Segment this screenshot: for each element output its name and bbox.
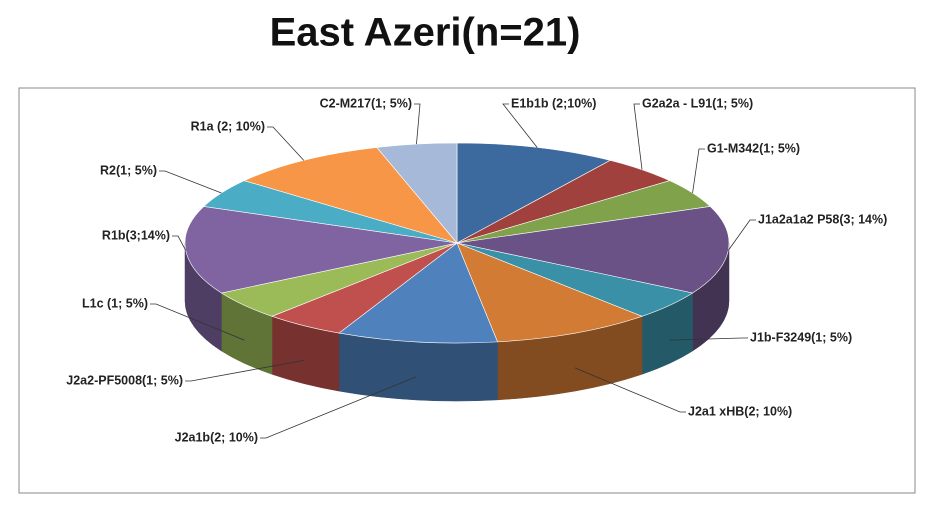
leader-line: [150, 303, 245, 341]
data-label: G1-M342(1; 5%): [707, 141, 800, 155]
data-label: J2a2-PF5008(1; 5%): [66, 373, 183, 387]
leader-line: [633, 103, 643, 170]
leader-line: [414, 103, 421, 145]
pie-slice: [456, 242, 643, 343]
data-label: G2a2a - L91(1; 5%): [642, 96, 753, 110]
leader-line: [574, 367, 686, 413]
leader-line: [260, 376, 417, 439]
leader-line: [692, 148, 705, 194]
data-label: J2a1b(2; 10%): [175, 430, 258, 444]
leader-line: [502, 103, 538, 148]
data-label: J1a2a1a2 P58(3; 14%): [758, 212, 887, 226]
data-label: L1c (1; 5%): [82, 296, 148, 310]
data-label: E1b1b (2;10%): [511, 96, 596, 110]
pie-side: [338, 332, 498, 402]
leader-line: [669, 337, 748, 341]
leader-line: [267, 126, 305, 161]
leader-line: [185, 360, 304, 382]
leader-line: [159, 170, 222, 194]
chart-title: East Azeri(n=21): [270, 11, 581, 55]
pie-slice: [376, 142, 458, 244]
data-label: C2-M217(1; 5%): [320, 96, 412, 110]
leader-line: [172, 235, 187, 251]
data-label: R1a (2; 10%): [191, 119, 265, 133]
leader-line: [727, 219, 756, 251]
data-label: J2a1 xHB(2; 10%): [688, 404, 792, 418]
pie-slice: [243, 147, 458, 244]
data-label: R2(1; 5%): [100, 163, 157, 177]
pie-slice: [338, 242, 498, 344]
data-label: R1b(3;14%): [102, 228, 170, 242]
data-label: J1b-F3249(1; 5%): [750, 330, 852, 344]
